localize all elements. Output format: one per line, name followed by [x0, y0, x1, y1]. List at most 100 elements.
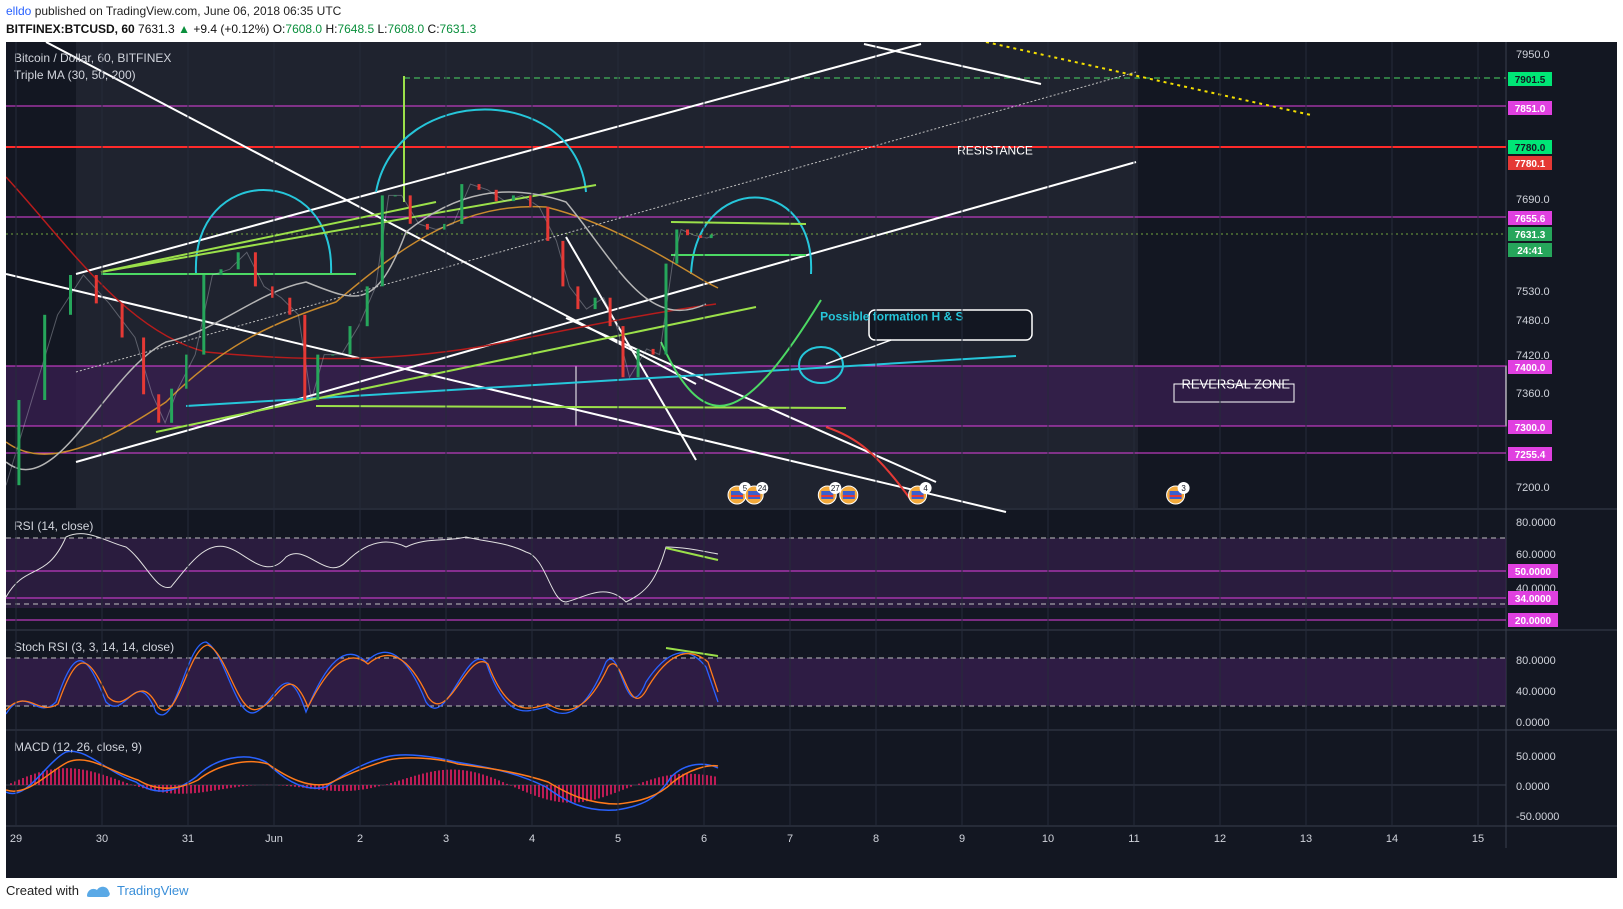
price-candle — [608, 297, 612, 327]
rsi-tag-box — [1508, 564, 1558, 578]
macd-histogram-bar — [110, 777, 112, 786]
price-candle — [675, 229, 679, 264]
macd-histogram-bar — [338, 785, 340, 792]
macd-histogram-bar — [222, 785, 224, 790]
price-candle — [593, 297, 597, 310]
price-series — [6, 183, 716, 486]
low-label: L: — [377, 22, 388, 36]
high-label: H: — [325, 22, 338, 36]
stoch-rsi-title[interactable]: Stoch RSI (3, 3, 14, 14, close) — [14, 640, 174, 654]
price-panel-drawings — [6, 42, 1507, 513]
macd-histogram-bar — [686, 773, 688, 785]
price-tag-label: 7300.0 — [1515, 423, 1546, 434]
macd-histogram-bar — [186, 785, 188, 794]
price-candle — [477, 184, 481, 190]
macd-histogram-bar — [518, 785, 520, 790]
macd-histogram-bar — [626, 785, 628, 789]
macd-histogram-bar — [214, 785, 216, 791]
event-markers[interactable]: 5 24 27 4 3 — [727, 482, 1190, 505]
event-flag-icon[interactable]: 4 — [908, 482, 932, 505]
rsi-tag-label: 50.0000 — [1515, 567, 1552, 578]
macd-histogram-bar — [590, 785, 592, 801]
macd-histogram-bar — [18, 779, 20, 785]
macd-histogram-bar — [682, 773, 684, 785]
macd-histogram-bar — [602, 785, 604, 798]
time-axis[interactable]: 29 30 31 Jun 2 3 4 5 6 7 8 9 10 11 12 13 14 15 — [10, 42, 1484, 845]
macd-histogram-bar — [182, 785, 184, 794]
event-flag-icon[interactable]: 3 — [1166, 482, 1190, 505]
price-tag-box — [1508, 420, 1552, 434]
macd-histogram-bar — [30, 774, 32, 786]
macd-histogram-bar — [230, 785, 232, 788]
lime-rise — [155, 306, 757, 433]
macd-histogram-bar — [614, 785, 616, 793]
price-tag-box — [1508, 156, 1552, 170]
macd-histogram-bar — [330, 785, 332, 791]
callout-box — [868, 309, 1033, 341]
price-candle — [393, 195, 397, 197]
author-link[interactable]: elldo — [6, 4, 32, 18]
macd-histogram-bar — [326, 785, 328, 791]
event-flag-icon[interactable]: 27 — [817, 482, 842, 505]
macd-histogram-bar — [58, 768, 60, 785]
price-tag-box — [1508, 101, 1552, 115]
macd-histogram-bar — [122, 781, 124, 785]
macd-histogram-bar — [94, 772, 96, 785]
macd-histogram-bar — [158, 785, 160, 792]
price-candle — [651, 348, 655, 355]
rsi-title[interactable]: RSI (14, close) — [14, 519, 93, 533]
close-label: C: — [427, 22, 440, 36]
price-candle — [157, 394, 161, 423]
indicator-tick-label: -50.0000 — [1516, 811, 1559, 823]
indicator-axes[interactable]: 80.000060.000040.000080.000040.00000.000… — [1516, 517, 1559, 823]
macd-histogram-bar — [386, 784, 388, 785]
macd-histogram-bar — [618, 785, 620, 792]
macd-histogram-bar — [470, 771, 472, 786]
macd-histogram-bar — [498, 780, 500, 786]
macd-histogram-bar — [78, 769, 80, 786]
lime-fan-2 — [100, 201, 437, 273]
macd-histogram-bar — [22, 778, 24, 786]
indicator-tick-label: 0.0000 — [1516, 781, 1550, 793]
macd-histogram-bar — [394, 781, 396, 786]
macd-title[interactable]: MACD (12, 26, close, 9) — [14, 740, 142, 754]
x-tick-label: 13 — [1300, 833, 1312, 845]
macd-histogram-bar — [38, 772, 40, 786]
price-candle — [236, 252, 240, 270]
event-flag-icon[interactable]: 24 — [744, 482, 769, 505]
tradingview-brand-link[interactable]: TradingView — [116, 883, 189, 898]
ma-indicator-label[interactable]: Triple MA (30, 50, 200) — [14, 68, 136, 82]
macd-histogram-bar — [54, 768, 56, 785]
chart-canvas[interactable]: RESISTANCE Possible formation H & S REVERS… — [6, 42, 1617, 878]
macd-histogram-bar — [582, 785, 584, 802]
event-flag-icon[interactable] — [839, 485, 859, 505]
macd-histogram-bar — [714, 776, 716, 786]
macd-histogram-bar — [294, 785, 296, 787]
macd-histogram-bar — [698, 774, 700, 786]
x-tick-label: 15 — [1472, 833, 1484, 845]
macd-histogram-bar — [558, 785, 560, 802]
y-tick-label: 7950.0 — [1516, 49, 1550, 61]
price-tag-box — [1508, 447, 1552, 461]
x-tick-label: 9 — [959, 833, 965, 845]
macd-histogram-bar — [478, 773, 480, 786]
price-candle — [664, 263, 668, 355]
price-tag-label: 7255.4 — [1515, 450, 1546, 461]
x-tick-label: 14 — [1386, 833, 1398, 845]
head-arc — [375, 108, 587, 193]
macd-histogram-bar — [114, 778, 116, 786]
wedge-line — [565, 236, 697, 461]
price-candle — [43, 314, 47, 400]
macd-histogram-bar — [10, 783, 12, 786]
macd-histogram-bar — [298, 785, 300, 788]
low-value: 7608.0 — [387, 22, 425, 36]
price-tag-box — [1508, 243, 1552, 257]
open-value: 7608.0 — [285, 22, 323, 36]
price-candle — [316, 354, 320, 401]
indicator-tick-label: 40.0000 — [1516, 686, 1556, 698]
price-axis[interactable]: 7950.0 7690.0 7530.0 7480.0 7420.0 7360.0 7200… — [1516, 49, 1550, 494]
price-tag-box — [1508, 360, 1552, 374]
open-label: O: — [272, 22, 286, 36]
symbol-name[interactable]: BITFINEX:BTCUSD, 60 — [6, 22, 135, 36]
price-candle — [443, 223, 447, 230]
